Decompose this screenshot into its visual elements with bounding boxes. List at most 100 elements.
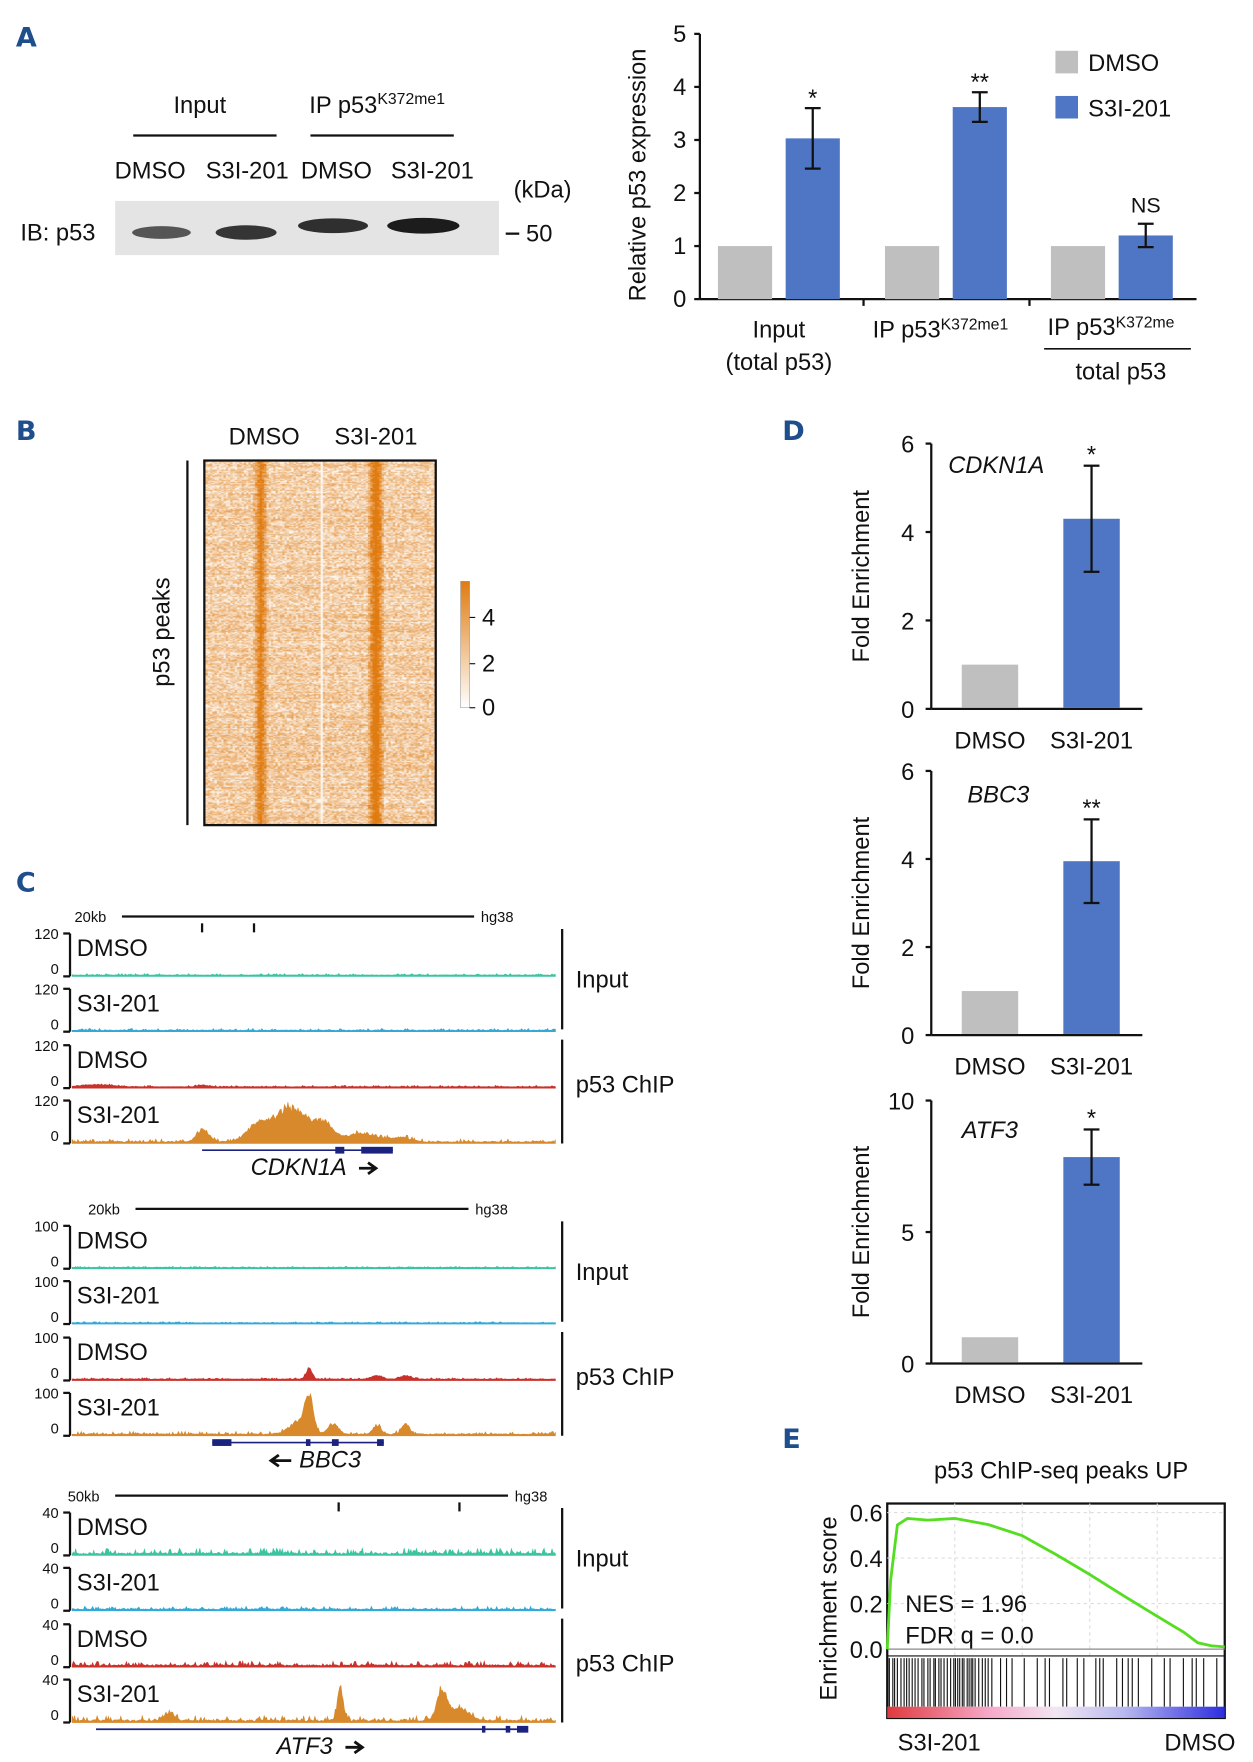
x-tick-label: S3I-201 (1050, 728, 1133, 754)
scale-label: 50kb (68, 1489, 100, 1505)
exon (482, 1725, 486, 1733)
x-tick-label: S3I-201 (1050, 1383, 1133, 1409)
strand-arrow-icon (358, 1161, 379, 1176)
track-ymin: 0 (51, 1074, 59, 1090)
bar-dmso (884, 246, 940, 300)
group-label: p53 ChIP (576, 1652, 675, 1678)
panel-letter-b: B (16, 416, 37, 447)
track-label: DMSO (77, 1048, 148, 1074)
strand-arrow-icon (345, 1740, 365, 1755)
blot-group-ip: IP p53K372me1 (309, 91, 445, 119)
y-tick-label: 2 (673, 181, 686, 207)
fold-enrichment-chart-atf3: 0 5 10 Fold Enrichment ATF3 DMSO S3I-201 * (849, 1090, 1143, 1409)
genome-locus-atf3: 50kb hg38 40 0 DMSO 40 0 S3I-201 40 0 DMSO 40 0 S3I-2… (42, 1489, 674, 1760)
colorbar-tick-label: 2 (482, 652, 495, 678)
track-ymax: 100 (34, 1387, 58, 1403)
x-label-sup: K372me1 (941, 317, 1009, 334)
y-tick-label: 4 (673, 75, 686, 101)
heatmap-frame (203, 459, 437, 827)
signal-track (71, 1392, 556, 1437)
bar-dmso (1050, 246, 1106, 300)
x-label: total p53 (1075, 359, 1166, 385)
y-tick-label: 4 (901, 848, 914, 874)
y-tick-label: 0.0 (850, 1638, 883, 1664)
protein-band (132, 226, 191, 239)
track-ymax: 40 (42, 1561, 58, 1577)
signal-track (71, 1083, 556, 1089)
track-label: S3I-201 (77, 1682, 160, 1708)
track-label: DMSO (77, 1515, 148, 1541)
genome-locus-cdkn1a: 20kb hg38 120 0 DMSO 120 0 S3I-201 120 0 DMSO 120 0 S… (34, 910, 674, 1181)
genome-label: hg38 (515, 1489, 548, 1505)
track-ymin: 0 (51, 1310, 59, 1326)
x-left-label: S3I-201 (898, 1731, 981, 1757)
blot-group-ip-main: IP p53 (309, 93, 377, 119)
protein-band (298, 218, 369, 234)
column-label: DMSO (229, 425, 300, 451)
group-label: Input (576, 1260, 629, 1286)
x-label: IP p53K372me (1048, 314, 1175, 341)
fold-enrichment-chart-cdkn1a: 0 2 4 6 Fold Enrichment CDKN1A DMSO S3I-201 * (849, 433, 1143, 754)
exon (361, 1146, 393, 1154)
x-label-sup: K372me (1116, 314, 1175, 331)
legend-label: DMSO (1088, 51, 1159, 77)
track-ymax: 120 (34, 982, 58, 998)
track-label: S3I-201 (77, 1395, 160, 1421)
ib-label: IB: p53 (20, 220, 95, 246)
legend-swatch (1055, 95, 1079, 119)
row-label: p53 peaks (149, 577, 175, 686)
y-axis-label: Fold Enrichment (849, 816, 875, 989)
legend-swatch (1055, 50, 1079, 74)
x-label: (total p53) (726, 350, 833, 376)
track-ymax: 40 (42, 1673, 58, 1689)
gene-name: CDKN1A (251, 1155, 347, 1181)
ranked-list-bar (887, 1706, 1225, 1718)
x-label-main: IP p53 (873, 318, 941, 344)
protein-band (387, 217, 460, 234)
y-tick-label: 0.2 (850, 1593, 883, 1619)
strand-arrow-icon (268, 1453, 292, 1468)
significance-label: NS (1131, 194, 1161, 218)
scale-label: 20kb (88, 1203, 120, 1219)
fold-enrichment-chart-bbc3: 0 2 4 6 Fold Enrichment BBC3 DMSO S3I-201 ** (849, 760, 1143, 1081)
significance-label: * (808, 86, 817, 112)
y-tick-label: 0.6 (850, 1502, 883, 1528)
enrichment-curve (885, 1516, 1225, 1650)
track-ymax: 120 (34, 927, 58, 943)
y-axis-label: Enrichment score (816, 1516, 842, 1700)
bar-s3i-201 (1063, 1157, 1120, 1363)
track-ymin: 0 (51, 962, 59, 978)
track-ymax: 100 (34, 1219, 58, 1235)
marker-50: 50 (526, 222, 552, 248)
significance-label: * (1087, 442, 1096, 468)
exon (377, 1439, 384, 1446)
y-tick-label: 0 (901, 1353, 914, 1379)
fdr-label: FDR q = 0.0 (905, 1623, 1033, 1649)
y-axis-label: Fold Enrichment (849, 490, 875, 663)
track-label: S3I-201 (77, 1103, 160, 1129)
bar-dmso (717, 246, 773, 300)
column-label: S3I-201 (334, 425, 417, 451)
kda-label: (kDa) (514, 178, 572, 204)
signal-track (71, 1367, 556, 1381)
track-ymin: 0 (51, 1129, 59, 1145)
panel-letter-a: A (16, 22, 37, 53)
chart-title: ATF3 (960, 1118, 1018, 1144)
bar-dmso (961, 1337, 1019, 1363)
panel-letter-d: D (782, 416, 804, 447)
y-tick-label: 10 (888, 1090, 914, 1116)
track-label: DMSO (77, 1627, 148, 1653)
y-axis-label: Fold Enrichment (849, 1145, 875, 1318)
x-tick-label: DMSO (954, 1383, 1025, 1409)
chart-d: 0 2 4 6 Fold Enrichment CDKN1A DMSO S3I-201 * 0 2 4… (849, 433, 1143, 1409)
genome-label: hg38 (475, 1203, 508, 1219)
signal-track (71, 1659, 556, 1668)
colorbar-tick-label: 4 (482, 605, 495, 631)
chart-title: CDKN1A (948, 453, 1044, 479)
western-blot: Input IP p53K372me1 DMSO S3I-201 DMSO S3… (20, 91, 572, 256)
legend-label: S3I-201 (1088, 96, 1171, 122)
signal-track (71, 1102, 556, 1144)
x-tick-label: DMSO (954, 1055, 1025, 1081)
track-label: DMSO (77, 1340, 148, 1366)
